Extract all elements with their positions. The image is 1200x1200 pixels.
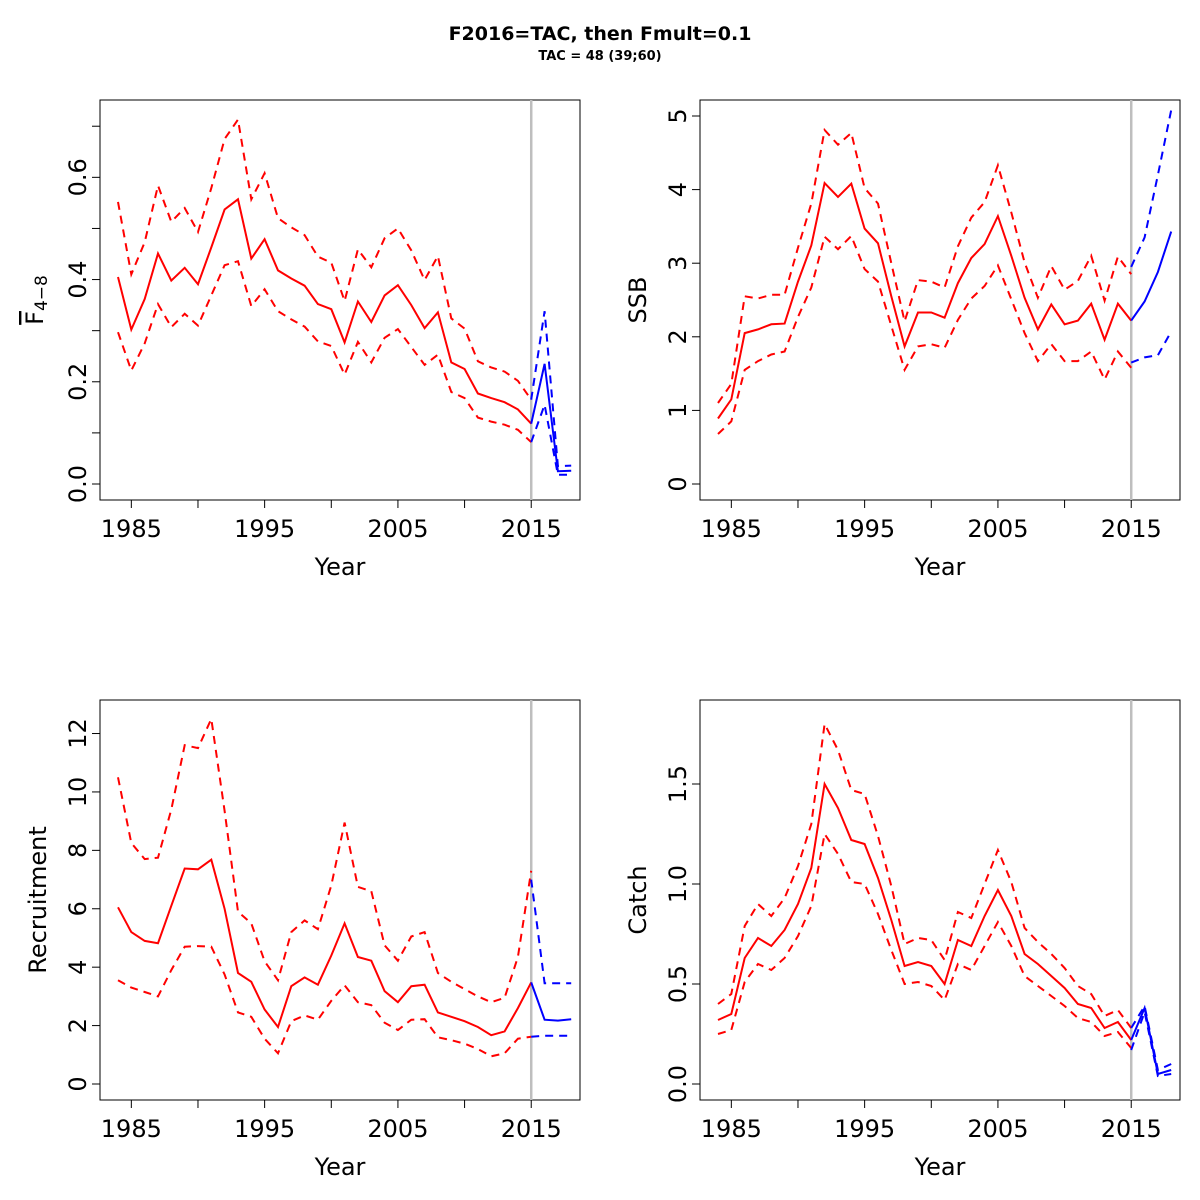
x-axis-label: Year — [914, 553, 966, 581]
panel-2: 1985 1995 2005 2015 0 1 2 3 4 5 Year SSB — [624, 99, 1181, 581]
series-forecast-lower — [531, 1034, 572, 1038]
y-tick-label: 4 — [64, 960, 92, 975]
series-forecast — [530, 982, 572, 1022]
x-tick-label: 1995 — [234, 1115, 295, 1143]
x-axis-label: Year — [314, 1153, 366, 1181]
series-forecast-upper — [530, 311, 572, 468]
panel-4: 1985 1995 2005 2015 0.0 0.5 1.0 1.5 Year Catch — [624, 699, 1181, 1181]
plot-frame — [99, 699, 581, 1101]
y-tick-label: 8 — [64, 843, 92, 858]
plot-frame — [699, 699, 1181, 1101]
x-tick-label: 2005 — [967, 515, 1028, 543]
series-estimate — [717, 180, 1132, 420]
series-lower — [717, 831, 1132, 1049]
y-axis-label: SSB — [624, 277, 652, 324]
series-lower — [117, 259, 532, 443]
y-axis-label: F4−8 — [21, 275, 52, 325]
series-upper — [717, 127, 1132, 404]
x-tick-label: 1985 — [101, 515, 162, 543]
series-forecast-lower — [530, 401, 572, 476]
y-tick-label: 2 — [64, 1018, 92, 1033]
y-tick-label: 0.4 — [64, 260, 92, 298]
y-axis-label: Catch — [624, 865, 652, 934]
figure-title: F2016=TAC, then Fmult=0.1 — [449, 23, 752, 45]
x-tick-label: 2005 — [367, 1115, 428, 1143]
y-tick-label: 0.0 — [664, 1065, 692, 1103]
plot-frame — [99, 99, 581, 501]
x-tick-label: 2015 — [1101, 515, 1162, 543]
y-tick-label: 10 — [64, 777, 92, 808]
series-lower — [117, 945, 532, 1058]
series-forecast — [530, 363, 572, 473]
x-tick-label: 1985 — [701, 1115, 762, 1143]
x-tick-label: 2015 — [501, 515, 562, 543]
series-upper — [717, 720, 1133, 1029]
series-estimate — [117, 197, 532, 425]
y-tick-label: 1 — [664, 403, 692, 418]
y-tick-label: 0 — [664, 476, 692, 491]
figure-subtitle: TAC = 48 (39;60) — [538, 49, 661, 64]
panel-1: 1985 1995 2005 2015 0.0 0.2 0.4 0.6 Year F4−8 — [21, 99, 581, 581]
series-upper — [117, 715, 533, 1004]
series-upper — [117, 117, 533, 401]
series-forecast-lower — [1130, 1008, 1172, 1078]
y-tick-label: 0.0 — [64, 465, 92, 503]
series-estimate — [717, 780, 1133, 1041]
series-forecast-upper — [530, 879, 572, 985]
series-forecast-upper — [1130, 1003, 1172, 1072]
x-tick-label: 2015 — [501, 1115, 562, 1143]
y-tick-label: 5 — [664, 108, 692, 123]
y-tick-label: 1.0 — [664, 865, 692, 903]
panel-3: 1985 1995 2005 2015 0 2 4 6 8 10 12 Year Recruitment — [24, 699, 581, 1181]
x-tick-label: 2005 — [367, 515, 428, 543]
y-tick-label: 2 — [664, 329, 692, 344]
y-tick-label: 12 — [64, 718, 92, 749]
x-axis-label: Year — [914, 1153, 966, 1181]
x-tick-label: 1985 — [101, 1115, 162, 1143]
series-estimate — [117, 858, 533, 1037]
x-tick-label: 1985 — [701, 515, 762, 543]
y-tick-label: 4 — [664, 182, 692, 197]
y-tick-label: 3 — [664, 256, 692, 271]
plot-frame — [699, 99, 1181, 501]
series-forecast-upper — [1130, 109, 1173, 268]
y-tick-label: 0.5 — [664, 965, 692, 1003]
x-axis-label: Year — [314, 553, 366, 581]
y-tick-label: 0 — [64, 1076, 92, 1091]
x-tick-label: 1995 — [834, 1115, 895, 1143]
y-axis-label: Recruitment — [24, 826, 52, 973]
series-lower — [717, 234, 1132, 435]
y-tick-label: 1.5 — [664, 765, 692, 803]
y-tick-label: 0.6 — [64, 158, 92, 196]
y-tick-label: 0.2 — [64, 363, 92, 401]
x-tick-label: 2005 — [967, 1115, 1028, 1143]
series-forecast-lower — [1130, 331, 1173, 364]
x-tick-label: 1995 — [234, 515, 295, 543]
y-tick-label: 6 — [64, 901, 92, 916]
x-tick-label: 1995 — [834, 515, 895, 543]
x-tick-label: 2015 — [1101, 1115, 1162, 1143]
series-forecast — [1130, 231, 1173, 322]
